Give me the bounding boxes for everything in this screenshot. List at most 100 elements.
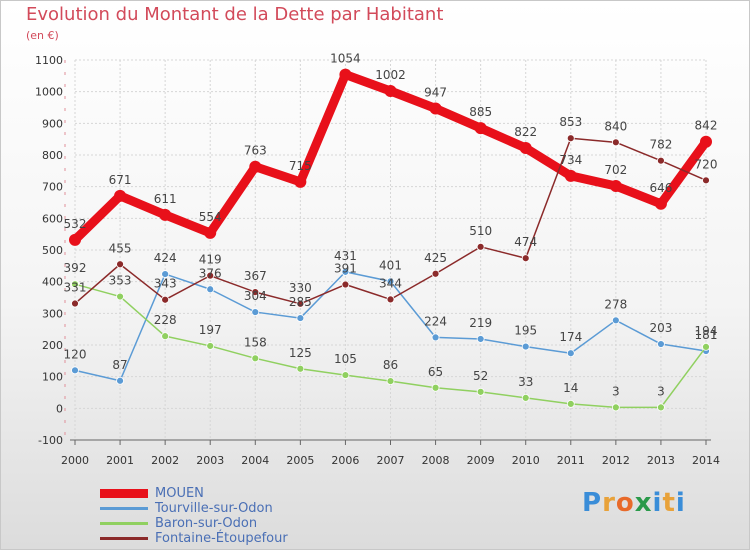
data-label: 125 bbox=[289, 346, 312, 360]
data-label: 702 bbox=[604, 163, 627, 177]
y-tick-label: 600 bbox=[42, 212, 63, 225]
data-point bbox=[71, 299, 79, 308]
data-label: 532 bbox=[64, 217, 87, 231]
legend-label: Tourville-sur-Odon bbox=[155, 501, 273, 516]
legend-swatch bbox=[100, 522, 148, 525]
data-label: 344 bbox=[379, 276, 402, 290]
data-point bbox=[69, 233, 81, 246]
data-label: 822 bbox=[514, 125, 537, 139]
data-point bbox=[476, 242, 485, 251]
data-point bbox=[71, 280, 79, 289]
data-label: 376 bbox=[199, 266, 222, 280]
data-point bbox=[206, 271, 215, 280]
data-point bbox=[702, 342, 710, 351]
data-point bbox=[476, 387, 485, 396]
data-point bbox=[339, 68, 352, 81]
data-point bbox=[429, 102, 442, 115]
data-point bbox=[657, 340, 665, 348]
data-label: 419 bbox=[199, 253, 222, 267]
data-label: 554 bbox=[199, 210, 222, 224]
data-label: 33 bbox=[518, 375, 533, 389]
data-point bbox=[341, 280, 350, 289]
data-point bbox=[116, 260, 124, 269]
legend-label: MOUEN bbox=[155, 486, 204, 501]
data-label: 52 bbox=[473, 369, 488, 383]
x-tick-label: 2013 bbox=[647, 454, 675, 467]
data-point bbox=[116, 292, 124, 301]
data-label: 331 bbox=[64, 281, 87, 295]
legend-label: Baron-sur-Odon bbox=[155, 516, 258, 531]
data-label: 14 bbox=[563, 381, 578, 395]
data-point bbox=[341, 371, 350, 379]
data-point bbox=[611, 316, 620, 325]
y-tick-label: 800 bbox=[42, 149, 63, 162]
y-tick-label: 700 bbox=[42, 181, 63, 194]
y-tick-label: 1000 bbox=[35, 86, 63, 99]
data-label: 224 bbox=[424, 314, 447, 328]
data-point bbox=[657, 156, 665, 165]
data-label: 278 bbox=[604, 297, 627, 311]
logo-letter: i bbox=[675, 488, 686, 518]
x-tick-label: 2005 bbox=[286, 454, 314, 467]
data-point bbox=[296, 314, 305, 322]
data-point bbox=[296, 364, 305, 373]
data-point bbox=[296, 299, 305, 308]
data-label: 228 bbox=[154, 313, 177, 327]
data-point bbox=[521, 393, 530, 402]
x-tick-label: 2001 bbox=[106, 454, 134, 467]
data-point bbox=[702, 176, 710, 185]
data-label: 1054 bbox=[330, 52, 361, 66]
data-label: 510 bbox=[469, 224, 492, 238]
data-label: 782 bbox=[649, 138, 672, 152]
data-point bbox=[476, 335, 485, 343]
logo-letter: o bbox=[615, 488, 635, 518]
y-tick-label: 100 bbox=[42, 371, 63, 384]
series-1 bbox=[71, 267, 710, 385]
series-0 bbox=[69, 68, 712, 246]
data-label: 105 bbox=[334, 352, 357, 366]
data-point bbox=[71, 366, 79, 375]
series-2 bbox=[71, 280, 710, 412]
logo-letter: r bbox=[602, 488, 616, 518]
data-point bbox=[566, 399, 575, 408]
y-tick-label: 500 bbox=[42, 244, 63, 257]
data-point bbox=[609, 180, 622, 193]
data-point bbox=[251, 308, 260, 316]
data-point bbox=[116, 376, 124, 385]
data-label: 194 bbox=[695, 324, 718, 338]
x-tick-label: 2006 bbox=[331, 454, 359, 467]
logo-letter: P bbox=[582, 488, 603, 518]
data-point bbox=[114, 189, 127, 202]
data-point bbox=[386, 277, 395, 286]
y-tick-label: -100 bbox=[38, 434, 63, 447]
x-tick-label: 2008 bbox=[422, 454, 450, 467]
logo-letter: i bbox=[652, 488, 663, 518]
data-label: 285 bbox=[289, 295, 312, 309]
y-tick-label: 400 bbox=[42, 276, 63, 289]
data-point bbox=[521, 342, 530, 351]
data-label: 947 bbox=[424, 85, 447, 99]
data-label: 197 bbox=[199, 323, 222, 337]
x-tick-label: 2002 bbox=[151, 454, 179, 467]
data-label: 671 bbox=[109, 173, 132, 187]
data-point bbox=[249, 160, 262, 173]
y-tick-label: 0 bbox=[56, 402, 63, 415]
x-tick-label: 2003 bbox=[196, 454, 224, 467]
x-tick-label: 2010 bbox=[512, 454, 540, 467]
x-tick-label: 2014 bbox=[692, 454, 720, 467]
legend-label: Fontaine-Étoupefour bbox=[155, 531, 288, 546]
data-label: 715 bbox=[289, 159, 312, 173]
data-point bbox=[251, 288, 260, 297]
data-point bbox=[384, 85, 397, 98]
y-tick-label: 900 bbox=[42, 117, 63, 130]
data-label: 840 bbox=[604, 119, 627, 133]
data-label: 3 bbox=[657, 384, 665, 398]
data-label: 367 bbox=[244, 269, 267, 283]
data-point bbox=[431, 269, 440, 278]
data-label: 392 bbox=[64, 261, 87, 275]
data-point bbox=[161, 270, 170, 278]
logo-letter: x bbox=[634, 488, 653, 518]
data-label: 720 bbox=[695, 157, 718, 171]
data-label: 87 bbox=[112, 358, 127, 372]
